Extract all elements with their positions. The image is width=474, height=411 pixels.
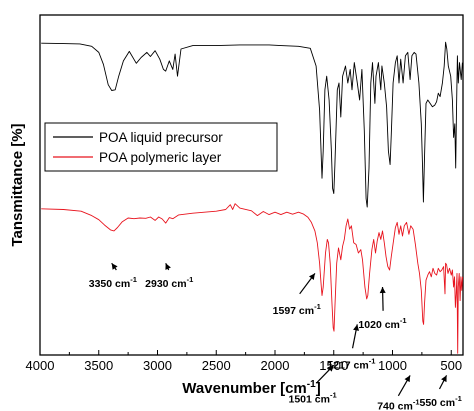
- peak-label-sup: -1: [455, 394, 462, 403]
- annotation-arrowhead: [165, 263, 171, 270]
- legend-box: [44, 122, 278, 172]
- x-tick-label: 3500: [84, 358, 113, 373]
- annotation-arrowhead: [353, 324, 359, 331]
- peak-label-text: 1597 cm: [273, 305, 314, 317]
- x-tick-label: 3000: [143, 358, 172, 373]
- peak-label-sup: -1: [369, 357, 376, 366]
- peak-label-sup: -1: [330, 391, 337, 400]
- legend-label: POA liquid precursor: [99, 130, 223, 145]
- peak-label-sup: -1: [413, 397, 420, 406]
- x-tick-label: 2500: [202, 358, 231, 373]
- peak-label-text: 3350 cm: [89, 278, 130, 290]
- series-layer: [41, 41, 463, 354]
- peak-label-text: 740 cm: [377, 400, 413, 411]
- x-axis-title-sup: -1: [307, 379, 316, 390]
- annotation-arrowhead: [441, 375, 447, 383]
- peak-label: 2930 cm-1: [145, 275, 193, 290]
- peak-label: 1597 cm-1: [273, 302, 321, 317]
- y-axis-title: Tansmittance [%]: [9, 123, 26, 246]
- annotation-arrowhead: [404, 375, 411, 383]
- series-line-polymeric-layer: [41, 203, 463, 354]
- annotation-arrowhead: [327, 365, 334, 372]
- x-axis-title: Wavenumber [cm-1]: [182, 379, 320, 397]
- peak-label: 1020 cm-1: [358, 316, 406, 331]
- series-line-liquid-precursor: [41, 41, 463, 208]
- peak-label-text: 1501 cm: [289, 394, 330, 406]
- legend-label: POA polymeric layer: [99, 150, 222, 165]
- peak-label: 740 cm-1: [377, 397, 419, 411]
- annotation-arrowhead: [379, 287, 386, 294]
- x-tick-label: 4000: [26, 358, 55, 373]
- peak-label-text: 550 cm: [420, 397, 456, 409]
- x-axis-title-tail: ]: [316, 380, 321, 397]
- axis-titles: Wavenumber [cm-1]Tansmittance [%]: [9, 123, 321, 397]
- x-axis-title-main: Wavenumber [cm: [182, 380, 306, 397]
- peak-label-text: 1217 cm: [327, 360, 368, 372]
- x-tick-label: 2000: [261, 358, 290, 373]
- plot-frame: [39, 14, 464, 356]
- peak-label-sup: -1: [314, 302, 321, 311]
- peak-label: 3350 cm-1: [89, 275, 137, 290]
- peak-label: 1217 cm-1: [327, 357, 375, 372]
- x-tick-label: 500: [440, 358, 462, 373]
- peak-label-text: 1020 cm: [358, 319, 399, 331]
- legend: POA liquid precursor POA polymeric layer: [44, 122, 278, 172]
- peak-label-sup: -1: [187, 275, 194, 284]
- x-tick-label: 1000: [378, 358, 407, 373]
- annotation-arrowhead: [309, 273, 315, 280]
- peak-label-sup: -1: [400, 316, 407, 325]
- peak-label-sup: -1: [130, 275, 137, 284]
- peak-label-text: 2930 cm: [145, 278, 186, 290]
- peak-label: 550 cm-1: [420, 394, 462, 409]
- annotation-arrowhead: [111, 263, 118, 270]
- peak-label: 1501 cm-1: [289, 391, 337, 406]
